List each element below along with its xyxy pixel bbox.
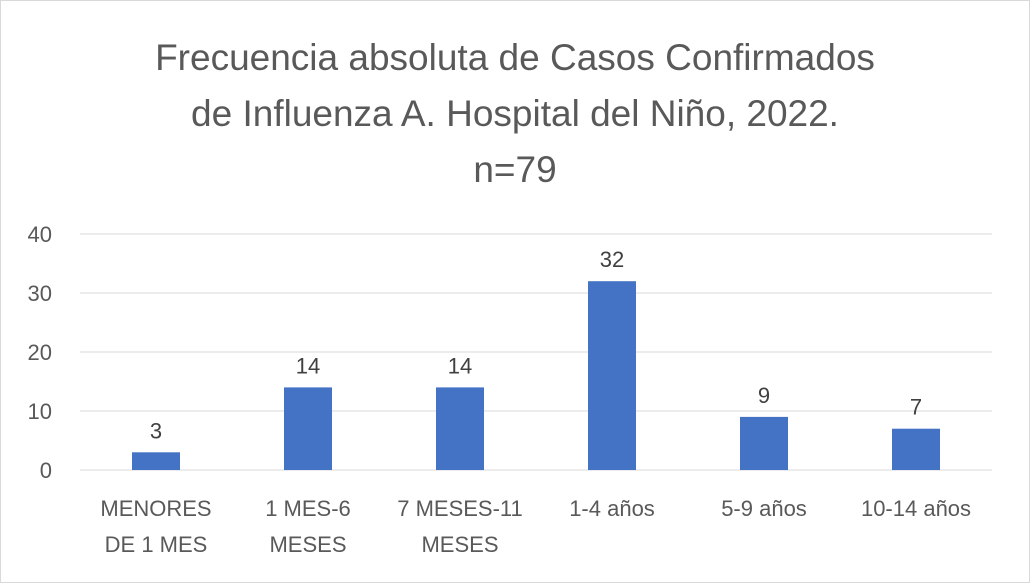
data-label: 14 xyxy=(296,353,320,378)
chart-title-line-2: de Influenza A. Hospital del Niño, 2022. xyxy=(191,93,839,134)
chart-title-line-1: Frecuencia absoluta de Casos Confirmados xyxy=(155,37,875,78)
x-category-label: 10-14 años xyxy=(861,496,971,521)
chart-title-line-3: n=79 xyxy=(473,149,557,190)
x-category-label: MESES xyxy=(421,532,498,557)
x-category-label: MENORES xyxy=(100,496,211,521)
x-category-label: MESES xyxy=(269,532,346,557)
x-category-label: 1-4 años xyxy=(569,496,655,521)
y-tick-label: 0 xyxy=(40,458,52,483)
bar xyxy=(892,428,940,470)
data-label: 9 xyxy=(758,383,770,408)
chart-title: Frecuencia absoluta de Casos Confirmados… xyxy=(0,30,1030,198)
data-label: 3 xyxy=(150,418,162,443)
bar xyxy=(284,387,332,470)
data-label: 7 xyxy=(910,395,922,420)
data-label: 32 xyxy=(600,247,624,272)
data-label: 14 xyxy=(448,353,472,378)
bar xyxy=(132,452,180,470)
y-tick-label: 30 xyxy=(28,281,52,306)
y-tick-label: 10 xyxy=(28,399,52,424)
bar xyxy=(588,281,636,470)
x-category-label: DE 1 MES xyxy=(105,532,208,557)
x-category-label: 7 MESES-11 xyxy=(397,496,523,521)
y-tick-label: 20 xyxy=(28,340,52,365)
bar xyxy=(740,416,788,470)
x-category-label: 5-9 años xyxy=(721,496,807,521)
x-category-label: 1 MES-6 xyxy=(265,496,351,521)
bar xyxy=(436,387,484,470)
y-tick-label: 40 xyxy=(28,222,52,247)
